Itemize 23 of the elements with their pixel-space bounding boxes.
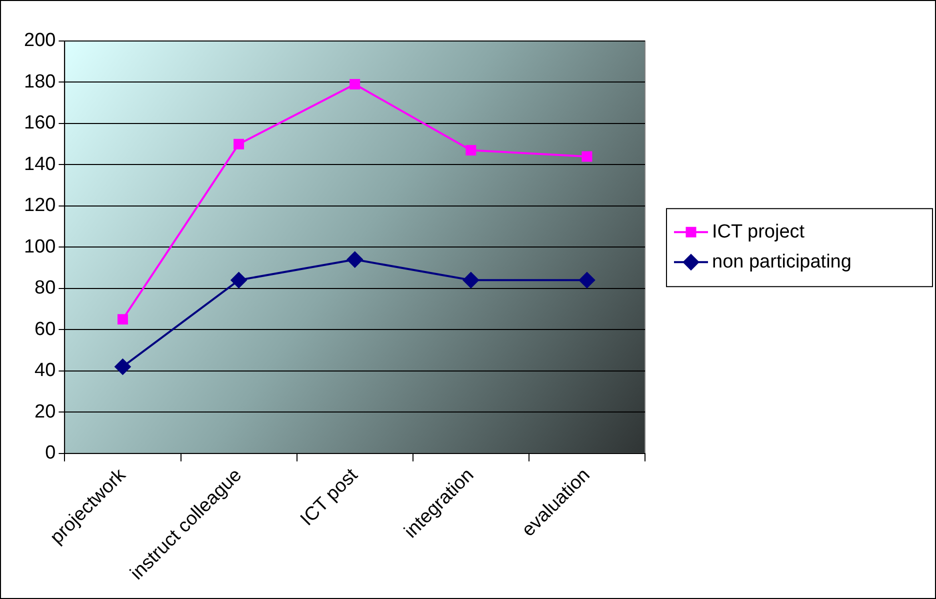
point — [114, 358, 131, 375]
y-tick-label: 0 — [45, 442, 56, 464]
point — [346, 252, 363, 268]
point — [582, 151, 592, 162]
y-tick-label: 20 — [34, 401, 56, 422]
y-tick-label: 100 — [24, 236, 56, 258]
y-tick-label: 180 — [24, 71, 56, 92]
point — [466, 145, 476, 156]
y-tick-label: 200 — [24, 30, 56, 52]
legend-label: non participating — [712, 251, 852, 272]
y-tick-label: 40 — [34, 360, 56, 382]
point — [117, 314, 128, 325]
point — [462, 272, 479, 288]
point — [234, 138, 244, 150]
y-tick-label: 120 — [24, 195, 56, 216]
y-tick-label: 80 — [34, 278, 56, 299]
point — [230, 272, 247, 288]
y-tick-label: 160 — [24, 112, 56, 134]
legend-label: ICT project — [712, 221, 806, 242]
point — [578, 272, 595, 288]
y-tick-label: 140 — [24, 154, 56, 175]
point — [350, 79, 360, 90]
y-tick-label: 60 — [34, 318, 56, 340]
